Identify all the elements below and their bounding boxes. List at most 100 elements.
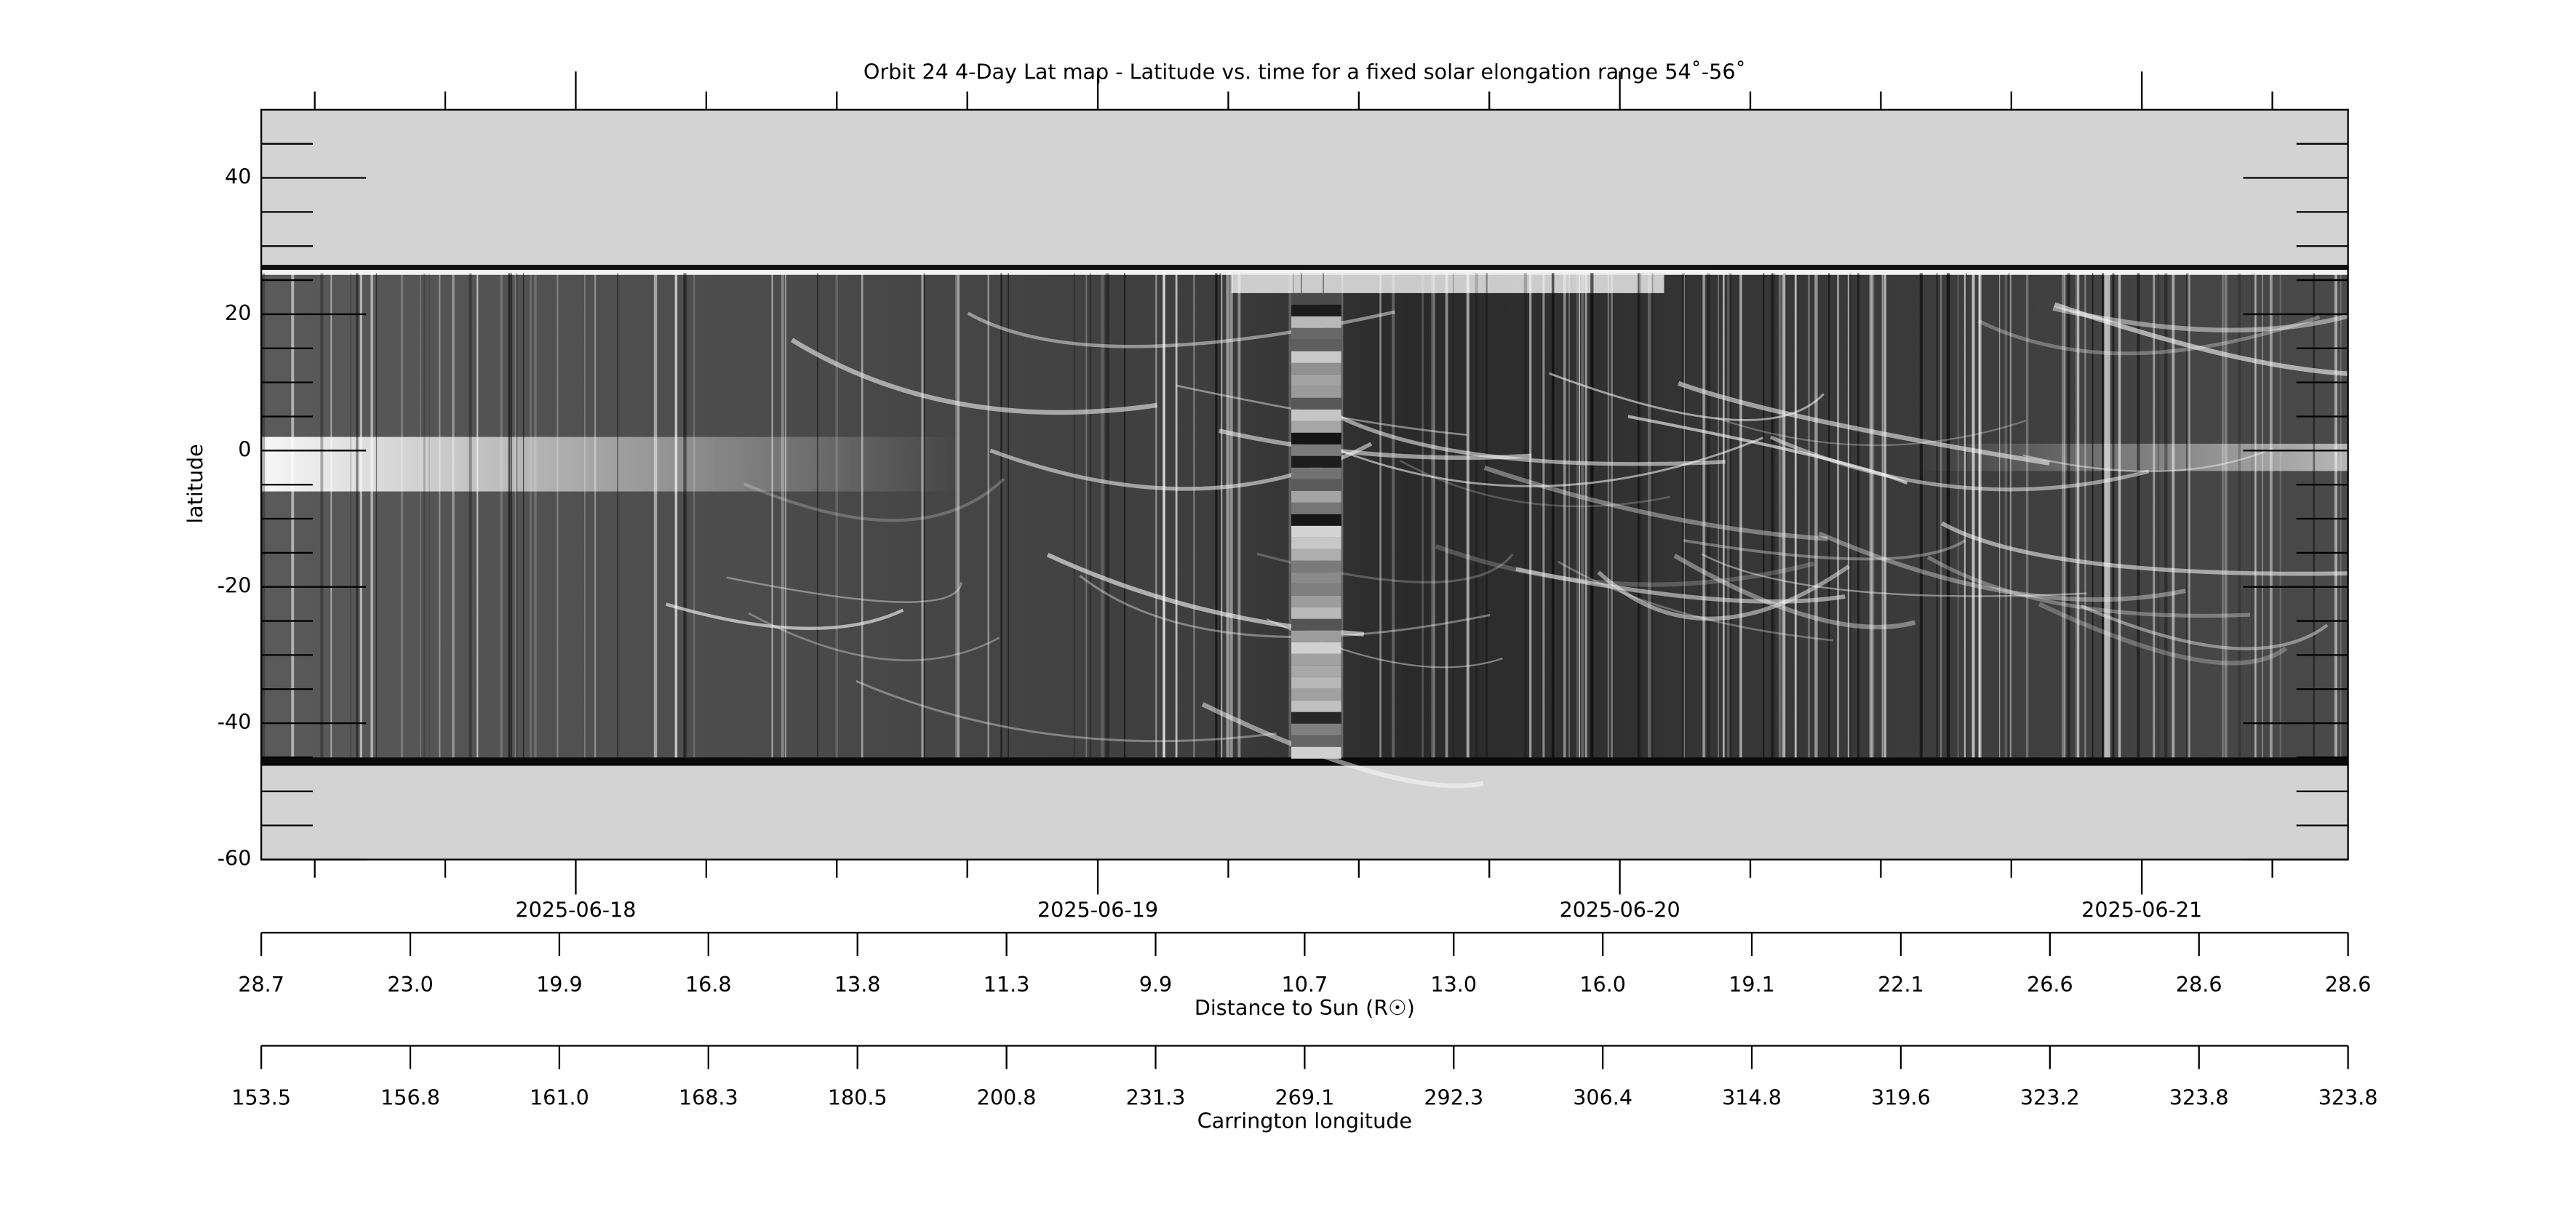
streak bbox=[2064, 273, 2066, 758]
streak bbox=[1584, 273, 1587, 758]
streak bbox=[1999, 273, 2001, 758]
streak bbox=[1576, 273, 1579, 758]
distance_axis-tick-label: 22.1 bbox=[1878, 972, 1924, 997]
distance_axis-tick-label: 23.0 bbox=[387, 972, 434, 997]
wave bbox=[1558, 560, 1834, 642]
distance_axis-tick-label: 10.7 bbox=[1282, 972, 1328, 997]
wave bbox=[2022, 447, 2273, 473]
gap-cell bbox=[1291, 502, 1341, 514]
wave bbox=[2038, 602, 2288, 666]
bottom-edge bbox=[261, 757, 2348, 766]
streak bbox=[2334, 273, 2336, 758]
streak bbox=[816, 273, 818, 758]
streak bbox=[400, 273, 404, 758]
wave bbox=[1627, 415, 1908, 485]
streak bbox=[2104, 273, 2108, 758]
gap-cell bbox=[1291, 677, 1341, 689]
streak bbox=[2269, 273, 2273, 758]
gap-cell bbox=[1291, 351, 1341, 363]
streak bbox=[1965, 273, 1967, 758]
streak bbox=[356, 273, 359, 758]
gap-cell bbox=[1291, 549, 1341, 561]
distance_axis-tick-label: 19.1 bbox=[1728, 972, 1775, 997]
wave bbox=[1435, 544, 1815, 587]
wave bbox=[1515, 567, 1846, 604]
gap-cell bbox=[1291, 618, 1341, 631]
streak bbox=[2025, 273, 2029, 758]
carrington_axis-tick-label: 156.8 bbox=[380, 1085, 440, 1110]
streak bbox=[370, 273, 374, 758]
streak bbox=[1590, 273, 1594, 758]
streak bbox=[1563, 273, 1566, 758]
wave bbox=[1201, 702, 1484, 789]
streak bbox=[1739, 273, 1742, 758]
streak bbox=[1581, 273, 1584, 758]
gap-cell bbox=[1291, 537, 1341, 549]
streak bbox=[1215, 273, 1218, 758]
streak bbox=[2186, 273, 2189, 758]
streak bbox=[1475, 273, 1478, 758]
streak bbox=[771, 273, 773, 758]
streak bbox=[1379, 273, 1381, 758]
streak bbox=[1193, 273, 1195, 758]
distance_axis-tick-label: 9.9 bbox=[1139, 972, 1172, 997]
gap-cell bbox=[1291, 374, 1341, 386]
gap-cell bbox=[1291, 339, 1341, 351]
gap-cell bbox=[1291, 386, 1341, 398]
y-tick-label: 40 bbox=[225, 164, 251, 189]
distance_axis-tick-label: 19.9 bbox=[536, 972, 583, 997]
distance_axis-tick-label: 28.6 bbox=[2176, 972, 2222, 997]
wave bbox=[1818, 531, 2186, 602]
streak bbox=[683, 273, 686, 758]
streak bbox=[784, 273, 786, 758]
streak bbox=[2075, 273, 2077, 758]
streak bbox=[1638, 273, 1640, 758]
streak bbox=[1919, 273, 1923, 758]
streak bbox=[1486, 273, 1488, 758]
streak bbox=[1681, 273, 1686, 758]
streak bbox=[1432, 273, 1435, 758]
gap-cell bbox=[1291, 327, 1341, 340]
wave bbox=[743, 477, 1005, 522]
wave bbox=[1683, 538, 1966, 561]
carrington_axis-tick-label: 168.3 bbox=[679, 1085, 738, 1110]
gap-cell bbox=[1291, 432, 1341, 444]
gap-cell bbox=[1291, 560, 1341, 573]
streak bbox=[1814, 273, 1818, 758]
gap-cell bbox=[1291, 572, 1341, 584]
streak bbox=[1847, 273, 1850, 758]
streak bbox=[2091, 273, 2094, 758]
distance_axis-tick-label: 26.6 bbox=[2027, 972, 2073, 997]
streak bbox=[1341, 273, 1344, 758]
gap-cell bbox=[1291, 711, 1341, 724]
streak bbox=[2076, 273, 2080, 758]
streak bbox=[1640, 273, 1642, 758]
streak bbox=[522, 273, 525, 758]
streak bbox=[1226, 273, 1229, 758]
wave bbox=[665, 602, 904, 631]
carrington-axis-label: Carrington longitude bbox=[1197, 1109, 1412, 1133]
distance_axis-tick-label: 16.0 bbox=[1579, 972, 1626, 997]
streak bbox=[1828, 273, 1830, 758]
streak bbox=[514, 273, 517, 758]
streak bbox=[1772, 273, 1776, 758]
wave bbox=[726, 576, 962, 603]
streak bbox=[2004, 273, 2008, 758]
streak bbox=[1978, 273, 1981, 758]
gap-cell bbox=[1291, 525, 1341, 538]
streak bbox=[1163, 273, 1165, 758]
streak bbox=[1542, 273, 1545, 758]
streak bbox=[1849, 273, 1851, 758]
date-tick-label: 2025-06-20 bbox=[1560, 897, 1680, 922]
streak bbox=[261, 273, 265, 758]
wave bbox=[2054, 302, 2348, 376]
streak bbox=[1683, 273, 1685, 758]
wave bbox=[1079, 575, 1491, 638]
streak bbox=[1529, 273, 1532, 758]
streak bbox=[1392, 273, 1395, 758]
carrington_axis-tick-label: 319.6 bbox=[1871, 1085, 1931, 1110]
streak bbox=[1155, 273, 1157, 758]
streak bbox=[1881, 273, 1883, 758]
date-tick-label: 2025-06-19 bbox=[1037, 897, 1158, 922]
streak bbox=[1568, 273, 1570, 758]
